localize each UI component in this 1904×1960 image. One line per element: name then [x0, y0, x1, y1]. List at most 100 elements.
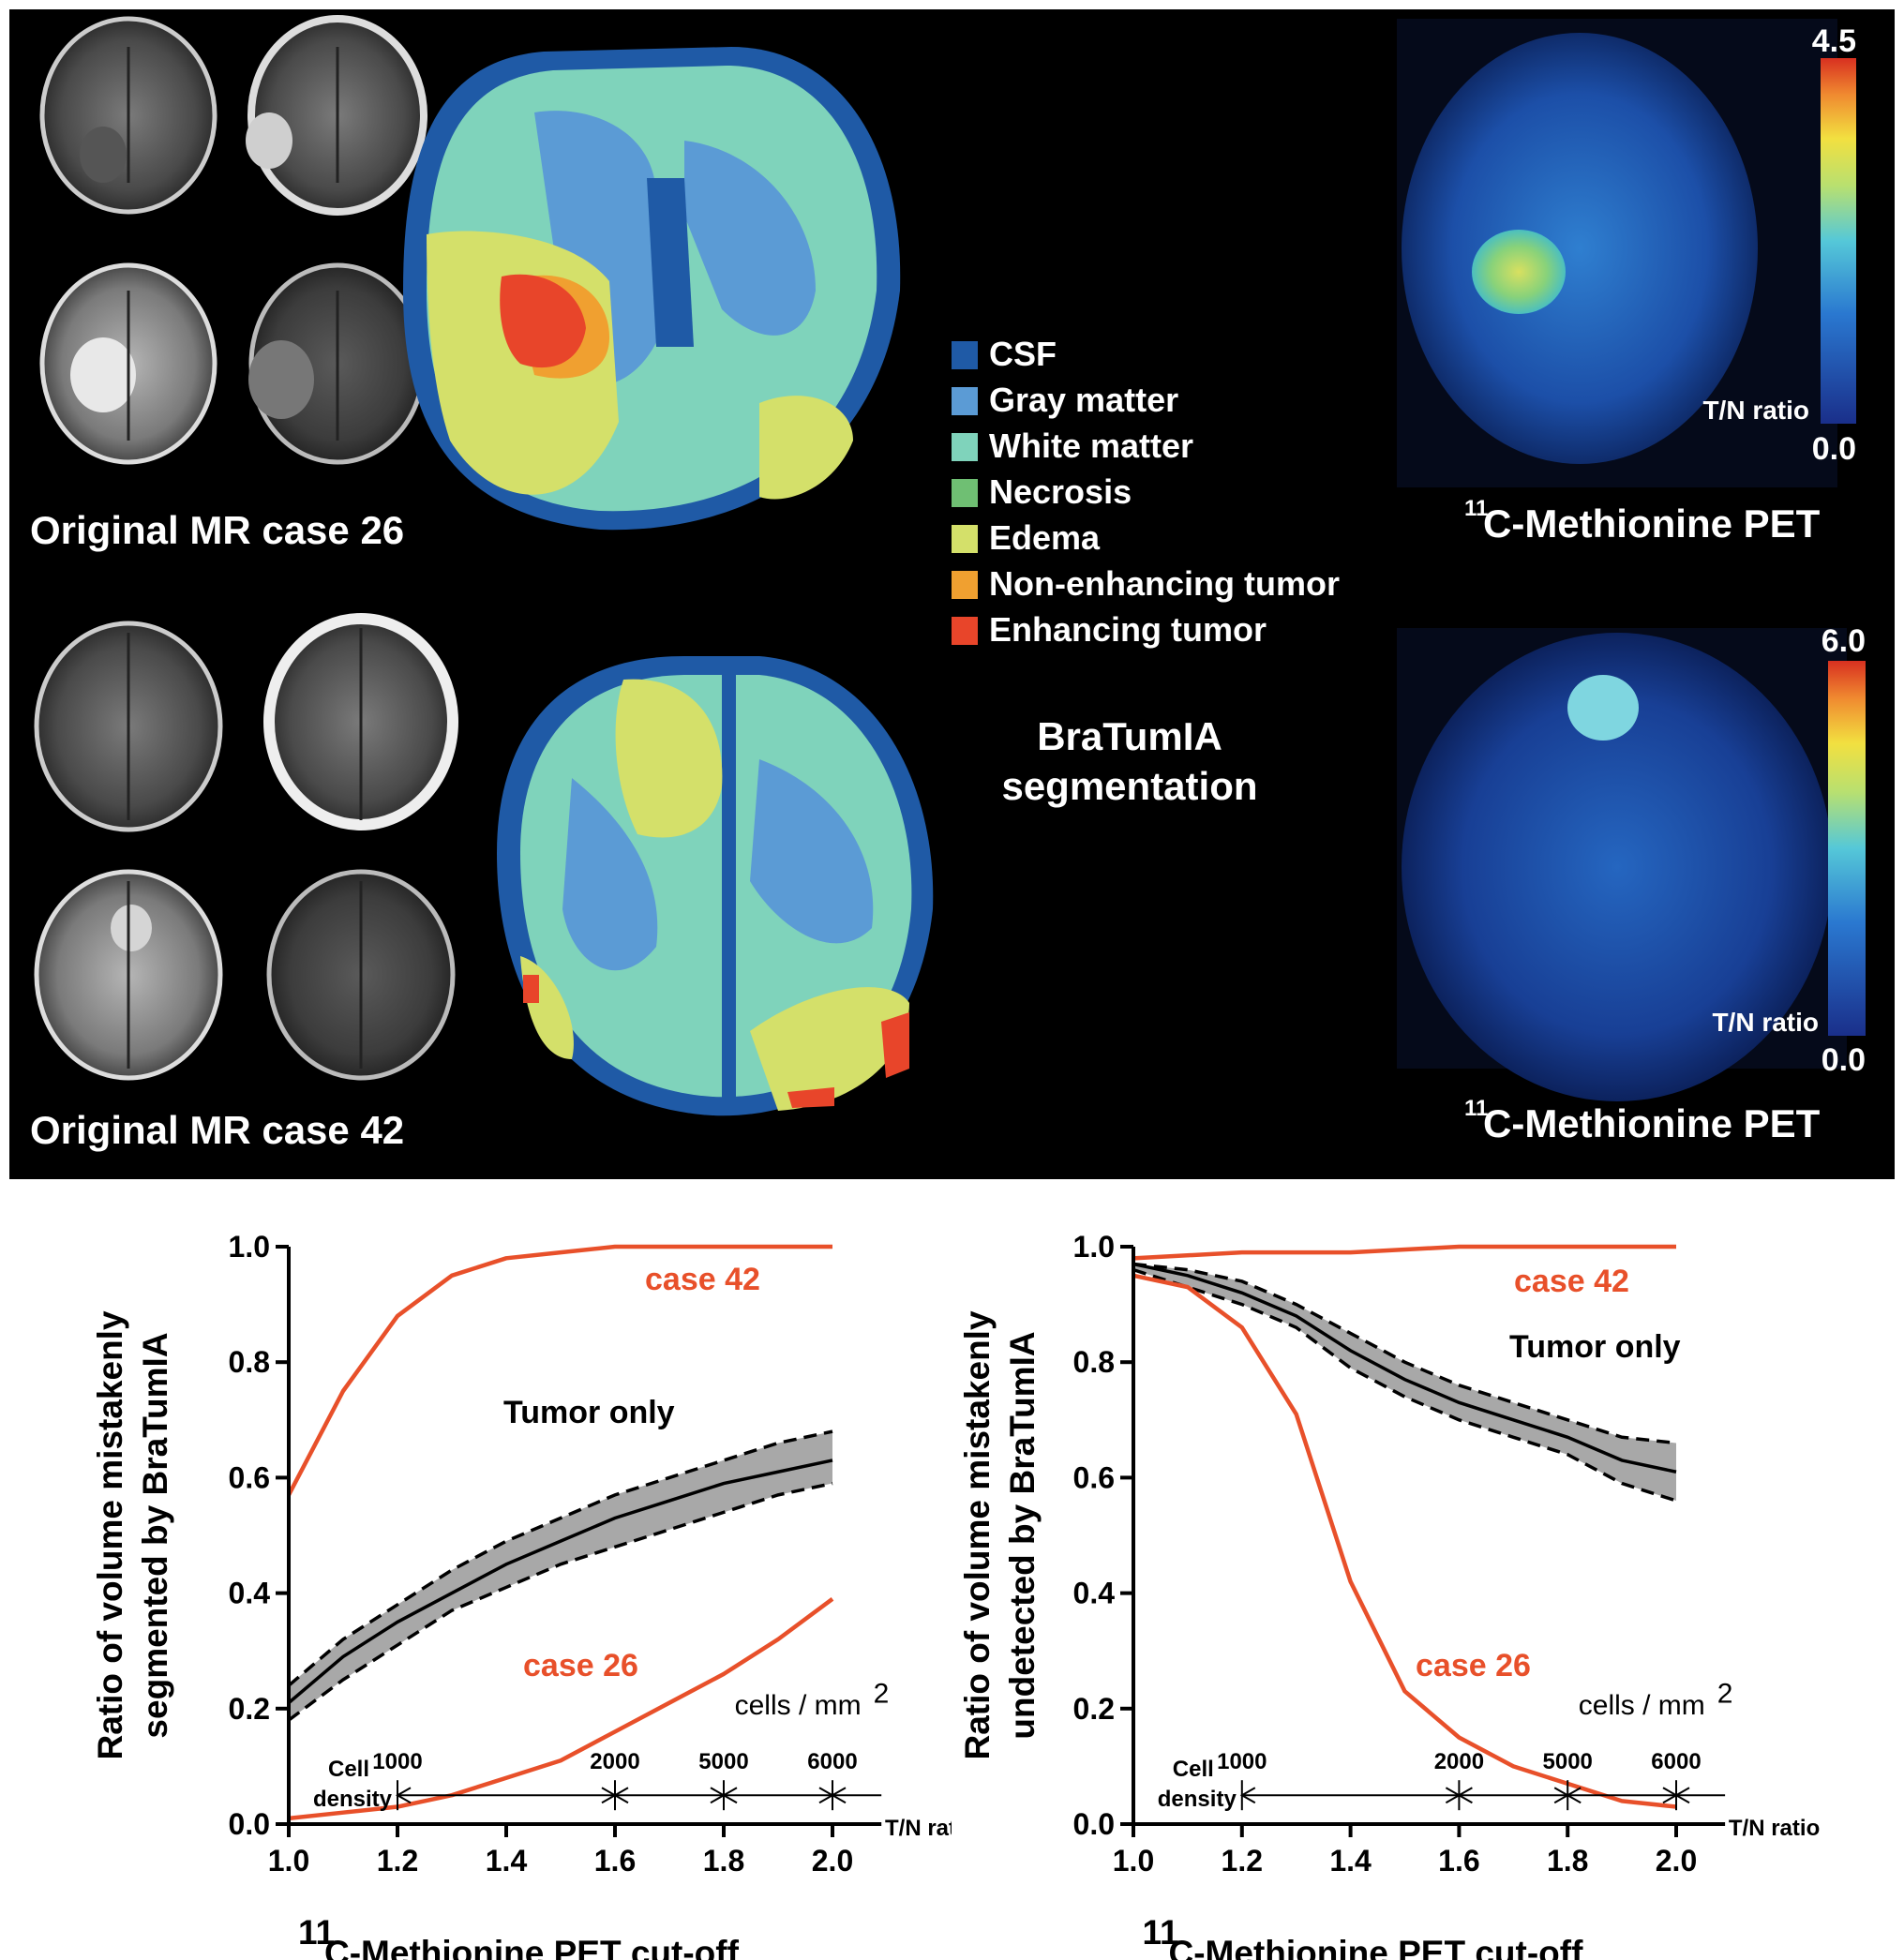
pet-case42 — [1397, 628, 1866, 1101]
legend-label-2: White matter — [989, 426, 1193, 465]
y-tick-label-3: 0.6 — [1073, 1460, 1115, 1494]
tumor-only-annotation: Tumor only — [1509, 1329, 1681, 1365]
y-tick-label-3: 0.6 — [229, 1460, 270, 1494]
cell-density-label-2: 5000 — [698, 1749, 748, 1774]
segmentation-title-line2: segmentation — [1001, 764, 1257, 808]
pet-case42-title: C-Methionine PET — [1483, 1101, 1821, 1145]
x-axis-end-label: T/N ratio — [885, 1816, 952, 1841]
x-tick-label-1: 1.2 — [1222, 1844, 1263, 1878]
x-tick-label-0: 1.0 — [268, 1844, 309, 1878]
y-axis-title-line1: Ratio of volume mistakenly — [958, 1310, 997, 1759]
tumor-only-annotation: Tumor only — [503, 1395, 675, 1430]
colorbar-case26-label: T/N ratio — [1702, 396, 1809, 425]
pet-case26-title-sup: 11 — [1464, 496, 1488, 521]
y-tick-label-1: 0.2 — [229, 1692, 270, 1726]
y-tick-label-5: 1.0 — [1073, 1230, 1115, 1264]
pet-case26-title: C-Methionine PET — [1483, 501, 1821, 546]
case42-line — [287, 1244, 832, 1496]
cell-density-label-3: 6000 — [1651, 1749, 1701, 1774]
tumor-only-band — [1133, 1264, 1676, 1502]
x-tick-label-3: 1.6 — [594, 1844, 636, 1878]
x-axis-end-label: T/N ratio — [1729, 1816, 1820, 1841]
legend-swatch-1 — [952, 387, 978, 415]
y-tick-label-2: 0.4 — [1073, 1577, 1116, 1610]
x-tick-label-2: 1.4 — [486, 1844, 528, 1878]
arrow-right-3 — [1673, 1787, 1690, 1804]
legend-label-6: Enhancing tumor — [989, 610, 1267, 649]
x-axis-title-sup: 11 — [298, 1913, 335, 1952]
legend-swatch-5 — [952, 571, 978, 599]
x-axis-title: C-Methionine PET cut-off — [324, 1934, 740, 1960]
mr-case26-thumbnails — [39, 15, 427, 465]
mr-case42-thumbnails — [34, 613, 458, 1081]
legend-swatch-3 — [952, 479, 978, 507]
cell-density-label-3: 6000 — [807, 1749, 857, 1774]
tumor-only-lower-bound — [1132, 1267, 1677, 1503]
x-axis-title-sup: 11 — [1143, 1913, 1179, 1952]
cell-density-label-1: 2000 — [1434, 1749, 1484, 1774]
mr-case26-label: Original MR case 26 — [30, 508, 404, 552]
y-tick-label-5: 1.0 — [229, 1230, 270, 1264]
legend-label-1: Gray matter — [989, 381, 1178, 419]
segmentation-legend: CSF Gray matter White matter Necrosis Edema N… — [952, 335, 1340, 649]
y-tick-label-2: 0.4 — [229, 1577, 271, 1610]
segmentation-title-line1: BraTumIA — [1037, 714, 1222, 758]
cell-density-title-1: Cell — [1173, 1757, 1214, 1782]
cell-density-label-0: 1000 — [372, 1749, 422, 1774]
y-tick-label-0: 0.0 — [1073, 1807, 1115, 1841]
pet-case26 — [1397, 19, 1856, 487]
imaging-svg: Original MR case 26 Original MR case 42 — [30, 15, 1866, 1152]
y-tick-label-4: 0.8 — [229, 1345, 270, 1379]
cell-density-label-2: 5000 — [1543, 1749, 1593, 1774]
chart-segmented: 0.0 0.2 0.4 0.6 0.8 1.0 1.0 1.2 1.4 1.6 1.8 2.0 T/N … — [91, 1230, 952, 1960]
legend-label-3: Necrosis — [989, 472, 1132, 511]
cell-density-label-1: 2000 — [590, 1749, 639, 1774]
arrow-right-3 — [830, 1787, 847, 1804]
legend-swatch-4 — [952, 525, 978, 553]
segmentation-case42 — [497, 656, 934, 1116]
y-tick-label-1: 0.2 — [1073, 1692, 1115, 1726]
tumor-only-lower-bound — [287, 1481, 833, 1722]
tumor-only-line — [1132, 1262, 1677, 1474]
cells-unit-sup: 2 — [874, 1679, 890, 1710]
colorbar-case26 — [1821, 58, 1856, 424]
arrow-right-0 — [1239, 1787, 1256, 1804]
arrow-right-1 — [1457, 1787, 1473, 1804]
x-tick-label-0: 1.0 — [1113, 1844, 1154, 1878]
legend-label-4: Edema — [989, 518, 1101, 557]
x-tick-label-5: 2.0 — [1656, 1844, 1697, 1878]
colorbar-case26-max: 4.5 — [1812, 23, 1856, 59]
arrow-right-1 — [612, 1787, 629, 1804]
cells-unit: cells / mm — [735, 1690, 862, 1721]
cells-unit-sup: 2 — [1717, 1679, 1733, 1710]
arrow-right-2 — [1566, 1787, 1582, 1804]
legend-label-0: CSF — [989, 335, 1057, 373]
legend-label-5: Non-enhancing tumor — [989, 564, 1340, 603]
x-tick-label-2: 1.4 — [1329, 1844, 1372, 1878]
y-tick-label-0: 0.0 — [229, 1807, 270, 1841]
segmentation-case26 — [403, 47, 901, 531]
arrow-right-0 — [395, 1787, 412, 1804]
x-tick-label-4: 1.8 — [1547, 1844, 1588, 1878]
x-tick-label-4: 1.8 — [703, 1844, 744, 1878]
cells-unit: cells / mm — [1579, 1690, 1705, 1721]
cell-density-title-2: density — [313, 1787, 393, 1812]
tumor-only-upper-bound — [1132, 1262, 1677, 1445]
colorbar-case42 — [1828, 661, 1866, 1036]
y-tick-label-4: 0.8 — [1073, 1345, 1115, 1379]
legend-swatch-2 — [952, 433, 978, 461]
y-axis-title-line2: undetected by BraTumIA — [1003, 1331, 1042, 1739]
y-axis-title-line1: Ratio of volume mistakenly — [91, 1310, 129, 1759]
charts-area: 0.0 0.2 0.4 0.6 0.8 1.0 1.0 1.2 1.4 1.6 1.8 2.0 T/N … — [0, 1179, 1904, 1960]
imaging-panel: Original MR case 26 Original MR case 42 — [9, 9, 1895, 1179]
cell-density-label-0: 1000 — [1217, 1749, 1267, 1774]
tumor-only-band — [289, 1431, 832, 1721]
case42-annotation: case 42 — [1514, 1264, 1629, 1299]
mr-case42-label: Original MR case 42 — [30, 1108, 404, 1152]
case42-line — [1132, 1244, 1676, 1261]
chart-undetected: 0.0 0.2 0.4 0.6 0.8 1.0 1.0 1.2 1.4 1.6 1.8 2.0 T/N … — [958, 1230, 1820, 1960]
cell-density-title-1: Cell — [328, 1757, 369, 1782]
cell-density-title-2: density — [1158, 1787, 1237, 1812]
case26-line — [1132, 1273, 1677, 1809]
colorbar-case26-min: 0.0 — [1812, 431, 1856, 467]
